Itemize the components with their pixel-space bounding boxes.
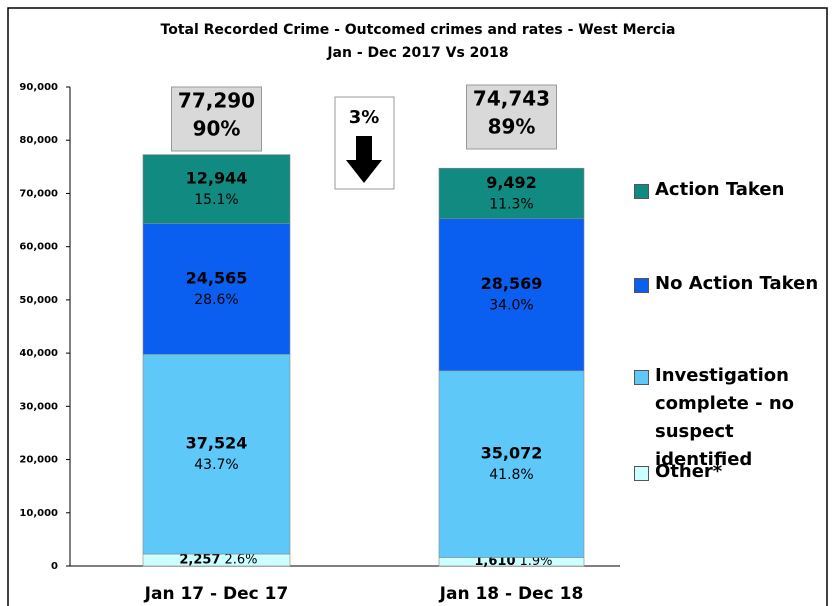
legend-swatch bbox=[634, 278, 649, 293]
x-tick-label: Jan 18 - Dec 18 bbox=[439, 584, 584, 604]
y-tick-label: 20,000 bbox=[19, 455, 58, 466]
y-tick-label: 10,000 bbox=[19, 508, 58, 519]
bar-segment bbox=[142, 154, 291, 224]
y-tick-label: 60,000 bbox=[19, 242, 58, 253]
bar-segment bbox=[438, 370, 585, 558]
y-tick-label: 90,000 bbox=[19, 82, 58, 93]
down-arrow bbox=[346, 136, 382, 183]
y-tick-label: 30,000 bbox=[19, 401, 58, 412]
percent-label: 2.6% bbox=[225, 552, 258, 567]
y-tick-label: 80,000 bbox=[19, 135, 58, 146]
value-label: 35,072 bbox=[481, 444, 543, 463]
total-label: 77,290 bbox=[178, 89, 255, 113]
total-box bbox=[171, 86, 262, 152]
value-label: 37,524 bbox=[186, 434, 248, 453]
y-tick-label: 70,000 bbox=[19, 188, 58, 199]
y-tick-label: 0 bbox=[51, 561, 58, 572]
bar-segment bbox=[438, 167, 585, 220]
percent-label: 11.3% bbox=[489, 196, 533, 212]
total-rate-label: 89% bbox=[488, 115, 536, 139]
legend-swatch bbox=[634, 466, 649, 481]
legend-entry: Investigation complete - no suspect iden… bbox=[632, 362, 831, 474]
legend-label: No Action Taken bbox=[655, 273, 819, 294]
frame bbox=[7, 7, 828, 606]
legend-entry: No Action Taken bbox=[632, 270, 831, 298]
x-tick-label: Jan 17 - Dec 17 bbox=[144, 584, 289, 604]
value-label: 1,610 bbox=[474, 554, 515, 569]
value-label: 2,257 bbox=[179, 552, 220, 567]
percent-label: 1.9% bbox=[520, 554, 553, 569]
y-tick-label: 50,000 bbox=[19, 295, 58, 306]
total-box bbox=[466, 84, 557, 150]
chart-subtitle: Jan - Dec 2017 Vs 2018 bbox=[326, 45, 508, 61]
bar-segment bbox=[142, 223, 291, 355]
bar-segment bbox=[142, 353, 291, 555]
value-label: 24,565 bbox=[186, 268, 248, 287]
percent-label: 34.0% bbox=[489, 298, 533, 314]
total-label: 74,743 bbox=[473, 87, 550, 111]
legend-label: Action Taken bbox=[655, 179, 785, 200]
total-rate-label: 90% bbox=[193, 117, 241, 141]
bar-segment bbox=[438, 218, 585, 372]
chart-title: Total Recorded Crime - Outcomed crimes a… bbox=[161, 22, 676, 38]
percent-label: 15.1% bbox=[194, 192, 238, 208]
legend-label: Investigation complete - no suspect iden… bbox=[655, 365, 795, 470]
percent-label: 41.8% bbox=[489, 467, 533, 483]
legend-label: Other* bbox=[655, 461, 723, 482]
y-tick-label: 40,000 bbox=[19, 348, 58, 359]
legend-entry: Other* bbox=[632, 458, 831, 486]
change-label: 3% bbox=[349, 107, 380, 128]
value-label: 9,492 bbox=[486, 173, 537, 192]
legend-swatch bbox=[634, 184, 649, 199]
legend-swatch bbox=[634, 370, 649, 385]
value-label: 12,944 bbox=[186, 169, 248, 188]
legend-entry: Action Taken bbox=[632, 176, 831, 204]
value-label: 28,569 bbox=[481, 274, 543, 293]
percent-label: 28.6% bbox=[194, 292, 238, 308]
percent-label: 43.7% bbox=[194, 457, 238, 473]
